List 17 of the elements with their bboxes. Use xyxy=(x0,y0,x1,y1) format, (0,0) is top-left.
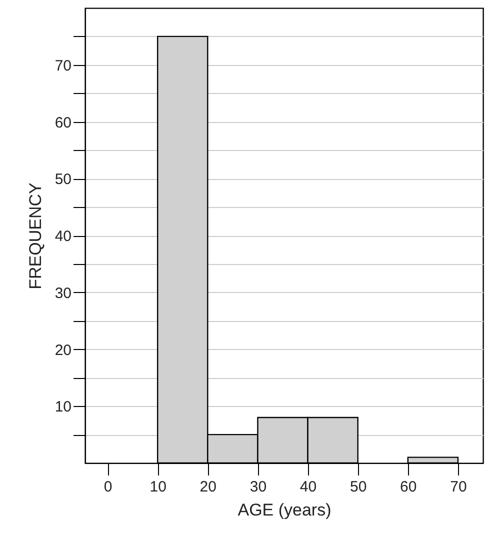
y-tick-label: 30 xyxy=(54,284,72,302)
x-tick-label: 70 xyxy=(450,478,467,496)
y-tick-label: 70 xyxy=(54,57,72,74)
x-axis-title: AGE (years) xyxy=(238,500,332,520)
y-tick-label: 50 xyxy=(54,171,72,188)
x-tick-label: 60 xyxy=(400,478,417,496)
y-tick-label: 40 xyxy=(54,228,72,245)
x-tick-label: 0 xyxy=(104,478,112,496)
x-tick-label: 40 xyxy=(300,478,317,496)
y-tick-label: 10 xyxy=(54,398,72,416)
y-axis-title: FREQUENCY xyxy=(26,182,45,290)
y-tick-label: 20 xyxy=(54,342,72,359)
x-tick-label: 30 xyxy=(250,478,267,496)
x-tick-label: 50 xyxy=(350,478,367,496)
y-tick-label: 60 xyxy=(54,114,72,132)
x-tick-label: 20 xyxy=(200,478,216,496)
x-tick-label: 10 xyxy=(150,478,166,496)
